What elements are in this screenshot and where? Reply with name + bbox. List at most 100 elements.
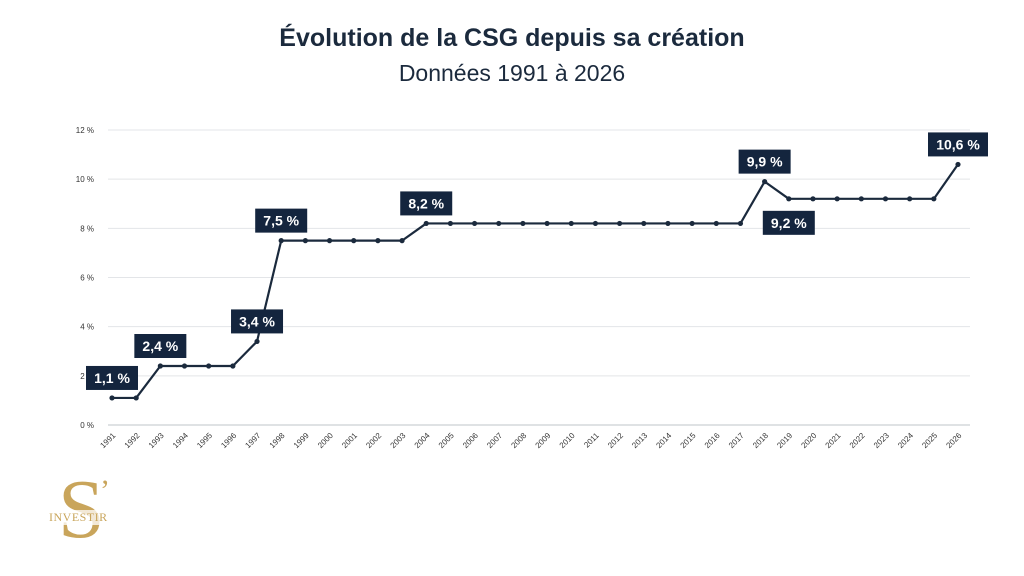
data-point — [375, 238, 381, 244]
data-label-box — [762, 210, 815, 235]
x-tick-label: 2007 — [485, 431, 504, 450]
data-point — [351, 238, 357, 244]
data-point — [858, 196, 864, 202]
data-point — [592, 220, 599, 227]
x-tick-label: 2024 — [896, 431, 915, 450]
chart-title: Évolution de la CSG depuis sa création — [279, 24, 745, 52]
data-point — [302, 238, 308, 244]
x-tick-label: 2010 — [558, 431, 577, 450]
x-tick-label: 1999 — [292, 431, 311, 450]
y-tick-label: 12 % — [76, 126, 94, 135]
x-tick-label: 2001 — [340, 431, 359, 450]
data-label-box — [134, 334, 187, 358]
x-tick-label: 2003 — [389, 431, 408, 450]
y-tick-label: 10 % — [76, 175, 94, 184]
data-point — [326, 238, 333, 244]
x-tick-label: 2021 — [824, 431, 843, 450]
logo-text: INVESTIR — [48, 510, 109, 525]
y-tick-label: 8 % — [80, 224, 94, 233]
data-point — [544, 220, 550, 227]
data-point — [399, 238, 405, 244]
data-point — [737, 220, 744, 227]
data-point — [955, 161, 961, 168]
data-point — [810, 196, 816, 202]
data-point — [278, 238, 284, 244]
data-point — [882, 196, 889, 202]
x-tick-label: 1994 — [171, 431, 190, 450]
data-point — [447, 220, 453, 227]
data-point — [568, 220, 574, 227]
data-point — [133, 395, 139, 401]
data-point — [520, 220, 526, 227]
x-tick-label: 2020 — [799, 431, 818, 450]
data-label: 9,9 % — [747, 154, 783, 170]
data-point — [762, 179, 768, 185]
x-tick-label: 2002 — [364, 431, 383, 450]
data-point — [689, 220, 695, 227]
x-tick-label: 2017 — [727, 431, 746, 450]
x-tick-label: 2019 — [775, 431, 794, 450]
data-point — [471, 220, 478, 227]
x-tick-label: 2005 — [437, 431, 456, 450]
x-tick-label: 1996 — [219, 431, 238, 450]
x-tick-label: 1992 — [123, 431, 142, 450]
x-tick-label: 2023 — [872, 431, 891, 450]
data-point — [157, 363, 163, 369]
data-point — [496, 220, 502, 227]
chart-subtitle: Données 1991 à 2026 — [398, 60, 626, 86]
data-point — [786, 196, 792, 202]
data-label: 9,2 % — [771, 215, 807, 231]
x-tick-label: 2018 — [751, 431, 770, 450]
x-tick-label: 2000 — [316, 431, 335, 450]
data-point — [181, 363, 188, 369]
x-tick-label: 1995 — [195, 431, 214, 450]
x-tick-label: 2025 — [920, 431, 939, 450]
data-label-box — [738, 149, 791, 174]
data-point — [206, 363, 212, 369]
x-tick-label: 1998 — [268, 431, 287, 450]
data-label: 7,5 % — [263, 213, 299, 229]
data-label: 1,1 % — [94, 370, 130, 386]
data-point — [617, 220, 623, 227]
x-tick-label: 2012 — [606, 431, 625, 450]
x-tick-label: 2015 — [679, 431, 698, 450]
y-tick-label: 0 % — [80, 421, 94, 430]
x-tick-label: 1997 — [243, 431, 262, 450]
data-label: 3,4 % — [239, 313, 275, 329]
logo-apostrophe: ’ — [100, 474, 110, 507]
data-point — [907, 196, 913, 202]
data-label-box — [400, 191, 453, 216]
x-tick-label: 2014 — [654, 431, 673, 450]
logo-letter: S — [58, 468, 105, 552]
series-line — [112, 163, 959, 400]
x-tick-label: 2016 — [703, 431, 722, 450]
x-tick-label: 2009 — [534, 431, 553, 450]
data-point — [713, 220, 719, 227]
x-tick-label: 2011 — [582, 431, 601, 450]
data-point — [641, 220, 647, 227]
data-point — [230, 363, 236, 369]
data-point — [834, 196, 840, 202]
y-tick-label: 4 % — [80, 323, 94, 332]
data-label: 2,4 % — [142, 338, 178, 354]
data-label: 10,6 % — [936, 136, 980, 152]
x-tick-label: 1993 — [147, 431, 166, 450]
investir-logo: S ’ INVESTIR — [44, 468, 134, 558]
x-tick-label: 1991 — [98, 431, 117, 450]
data-label: 8,2 % — [408, 195, 444, 211]
data-label-box — [86, 365, 138, 390]
data-point — [931, 196, 937, 202]
x-tick-label: 2008 — [509, 431, 528, 450]
y-tick-label: 6 % — [80, 274, 94, 283]
x-tick-label: 2006 — [461, 431, 480, 450]
data-label-box — [231, 309, 284, 334]
data-point — [665, 220, 671, 227]
data-point — [254, 338, 260, 345]
x-tick-label: 2013 — [630, 431, 649, 450]
data-label-box — [255, 208, 308, 233]
data-point — [423, 220, 429, 227]
data-label-box — [928, 132, 988, 157]
x-tick-label: 2022 — [848, 431, 867, 450]
data-point — [109, 395, 115, 401]
